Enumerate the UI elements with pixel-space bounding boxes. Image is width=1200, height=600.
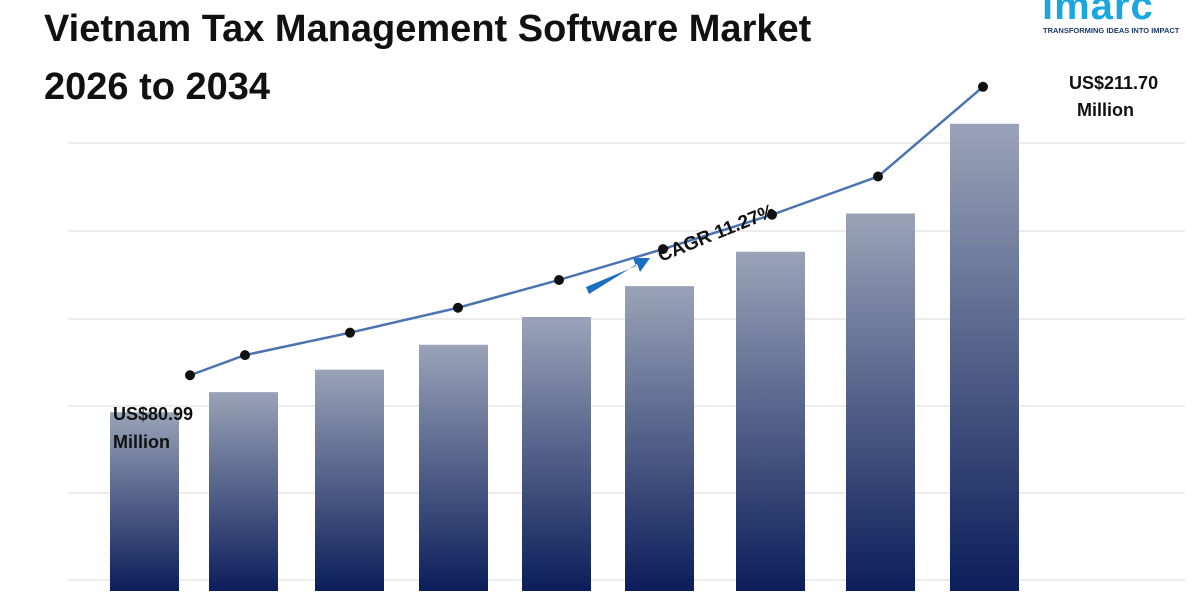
trend-point-2026: [185, 370, 195, 381]
bar-2029: [419, 344, 488, 591]
trend-point-2029: [453, 302, 463, 313]
imarc-logo: imarc TRANSFORMING IDEAS INTO IMPACT: [1042, 0, 1192, 36]
trend-point-2034: [978, 81, 988, 92]
cagr-arrow: [586, 258, 650, 294]
end-value-label: US$211.70: [1069, 73, 1158, 93]
bar-2032: [736, 251, 805, 591]
bar-2026: [110, 412, 179, 591]
trend-point-2031: [658, 244, 668, 255]
bar-2027: [209, 392, 278, 591]
chart-title: Vietnam Tax Management Software Market 2…: [44, 0, 1004, 116]
trend-line-group: [185, 81, 988, 381]
bar-2033: [846, 213, 915, 591]
logo-wordmark: imarc: [1042, 0, 1154, 28]
trend-point-2027: [240, 350, 250, 361]
bar-2030: [522, 316, 591, 591]
chart-title-line2: 2026 to 2034: [44, 66, 271, 108]
bars: [110, 123, 1019, 591]
trend-point-2032: [767, 209, 777, 220]
logo-tagline: TRANSFORMING IDEAS INTO IMPACT: [1043, 26, 1180, 35]
trend-point-2030: [554, 274, 564, 285]
trend-point-2028: [345, 327, 355, 338]
bar-2031: [625, 286, 694, 591]
trend-point-2033: [873, 171, 883, 182]
bar-2028: [315, 369, 384, 591]
start-value-label: US$80.99: [113, 404, 193, 424]
end-unit-label: Million: [1077, 100, 1134, 120]
start-unit-label: Million: [113, 432, 170, 452]
chart-title-line1: Vietnam Tax Management Software Market: [44, 8, 812, 50]
bar-2034: [950, 123, 1019, 591]
